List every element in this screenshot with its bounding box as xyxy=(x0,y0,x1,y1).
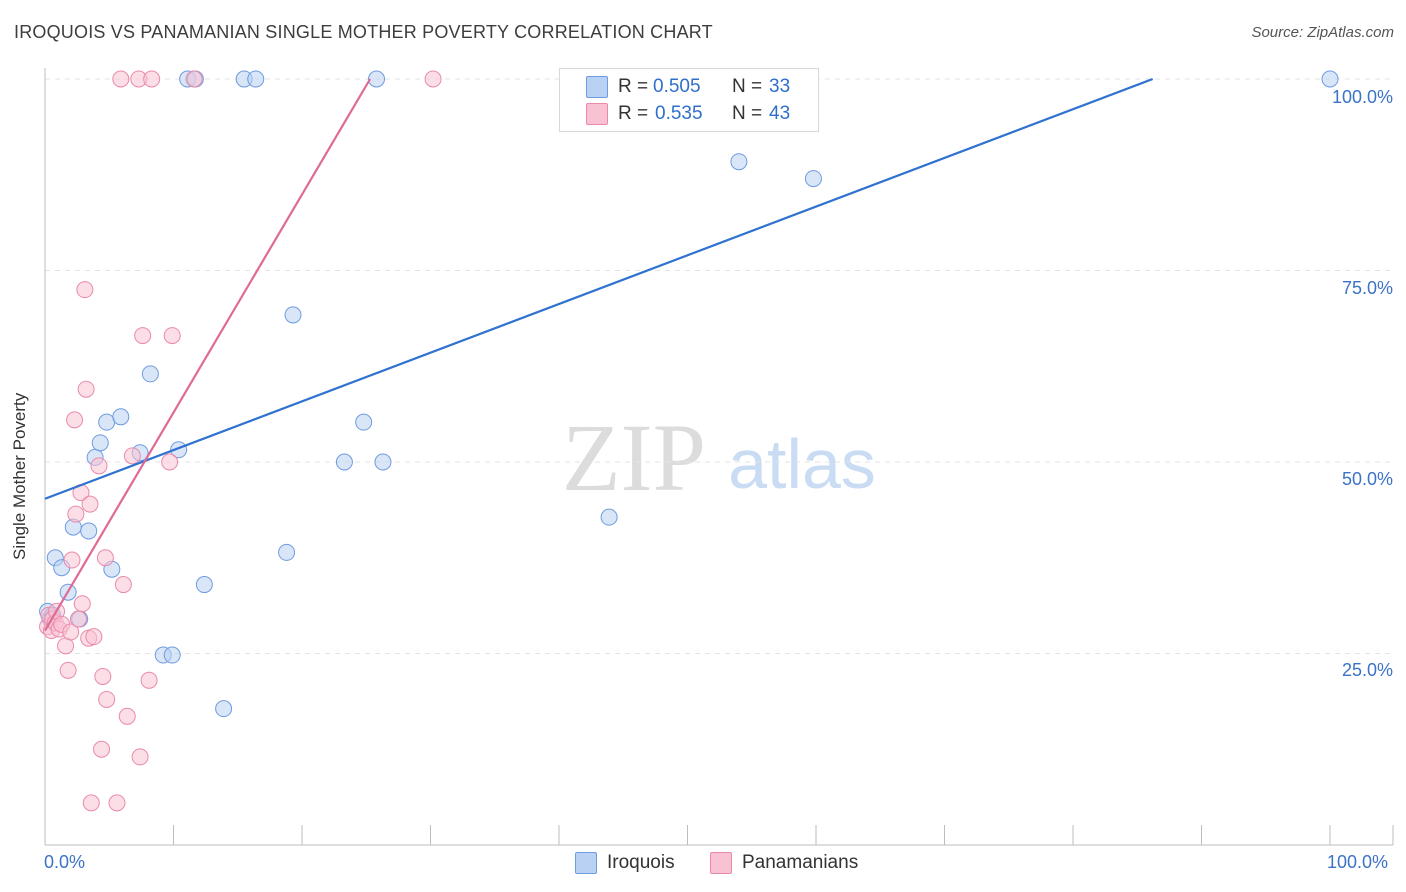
iroquois-point-11 xyxy=(98,413,116,431)
y-tick-label-25: 25.0% xyxy=(1341,660,1393,680)
legend-panamanians-label: Panamanians xyxy=(742,852,859,873)
iroquois-point-30 xyxy=(374,453,392,471)
panamanians-r-value: 0.535 xyxy=(655,103,703,124)
iroquois-point-17 xyxy=(163,646,181,664)
iroquois-point-28 xyxy=(355,413,373,431)
axes xyxy=(44,68,1394,846)
iroquois-points xyxy=(39,70,1339,718)
chart-title: IROQUOIS VS PANAMANIAN SINGLE MOTHER POV… xyxy=(14,22,713,42)
panamanian-point-23 xyxy=(90,457,108,475)
source-credit: Source: ZipAtlas.com xyxy=(1251,24,1394,41)
panamanian-point-35 xyxy=(134,327,152,345)
y-tick-label-100: 100.0% xyxy=(1331,87,1393,107)
iroquois-r-value: 0.505 xyxy=(653,76,701,97)
panamanian-point-32 xyxy=(123,447,141,465)
watermark-zip: ZIP xyxy=(562,404,706,511)
legend-iroquois[interactable]: Iroquois xyxy=(575,852,675,874)
panamanian-point-27 xyxy=(98,690,116,708)
panamanian-point-40 xyxy=(185,70,203,88)
panamanians-swatch xyxy=(586,103,608,125)
panamanian-point-21 xyxy=(82,794,100,812)
panamanian-point-31 xyxy=(118,707,136,725)
legend-panamanians[interactable]: Panamanians xyxy=(710,852,858,874)
iroquois-swatch xyxy=(586,76,608,98)
x-tick-label-min: 0.0% xyxy=(44,852,86,872)
panamanian-point-29 xyxy=(112,70,130,88)
panamanian-point-26 xyxy=(96,549,114,567)
iroquois-trendline xyxy=(44,77,1154,500)
panamanian-point-36 xyxy=(140,671,158,689)
iroquois-n-label: N = xyxy=(732,76,763,97)
iroquois-point-10 xyxy=(91,434,109,452)
iroquois-n-value: 33 xyxy=(769,76,791,97)
iroquois-point-34 xyxy=(1321,70,1339,88)
watermark-atlas: atlas xyxy=(728,425,876,503)
iroquois-point-27 xyxy=(335,453,353,471)
iroquois-point-25 xyxy=(278,543,296,561)
iroquois-point-24 xyxy=(247,70,265,88)
grid xyxy=(45,78,1393,654)
panamanian-point-12 xyxy=(66,411,84,429)
panamanians-n-label: N = xyxy=(732,103,763,124)
panamanian-point-25 xyxy=(94,667,112,685)
iroquois-point-31 xyxy=(600,508,618,526)
panamanian-trendline xyxy=(44,78,372,632)
iroquois-point-22 xyxy=(215,700,233,718)
panamanian-point-22 xyxy=(85,628,103,646)
iroquois-point-33 xyxy=(804,170,822,188)
panamanian-point-24 xyxy=(93,740,111,758)
panamanian-point-16 xyxy=(73,595,91,613)
panamanian-point-30 xyxy=(114,576,132,594)
panamanian-point-20 xyxy=(81,495,99,513)
iroquois-point-13 xyxy=(112,408,130,426)
panamanian-point-41 xyxy=(424,70,442,88)
panamanians-n-value: 43 xyxy=(769,103,791,124)
legend-iroquois-swatch xyxy=(575,852,597,874)
iroquois-point-26 xyxy=(284,306,302,324)
panamanian-point-10 xyxy=(62,623,80,641)
watermark: ZIP atlas xyxy=(562,404,876,511)
trendlines xyxy=(44,77,1154,632)
panamanian-point-11 xyxy=(63,551,81,569)
panamanian-point-14 xyxy=(69,610,87,628)
legend-iroquois-label: Iroquois xyxy=(607,852,675,873)
iroquois-point-21 xyxy=(195,576,213,594)
panamanian-point-13 xyxy=(67,505,85,523)
panamanian-point-34 xyxy=(131,748,149,766)
panamanian-point-28 xyxy=(108,794,126,812)
x-tick-label-max: 100.0% xyxy=(1327,852,1389,872)
panamanian-point-37 xyxy=(143,70,161,88)
panamanian-point-38 xyxy=(161,453,179,471)
panamanian-point-18 xyxy=(77,380,95,398)
panamanian-points xyxy=(39,70,442,812)
iroquois-point-32 xyxy=(730,153,748,171)
iroquois-point-8 xyxy=(80,522,98,540)
panamanian-point-39 xyxy=(163,327,181,345)
y-tick-label-50: 50.0% xyxy=(1341,469,1393,489)
panamanians-r-label: R = xyxy=(618,103,649,124)
iroquois-point-15 xyxy=(141,365,159,383)
correlation-stats-box: R = 0.505 N = 33 R = 0.535 N = 43 xyxy=(559,68,819,132)
panamanian-point-17 xyxy=(76,281,94,299)
legend-panamanians-swatch xyxy=(710,852,732,874)
iroquois-r-label: R = xyxy=(618,76,649,97)
iroquois-point-29 xyxy=(368,70,386,88)
panamanian-point-9 xyxy=(59,661,77,679)
y-tick-label-75: 75.0% xyxy=(1341,278,1393,298)
